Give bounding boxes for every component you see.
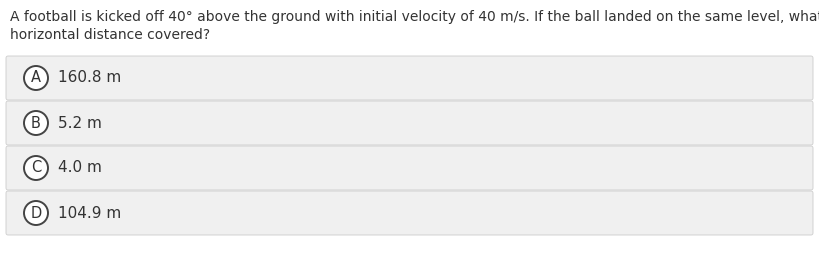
FancyBboxPatch shape <box>6 146 813 190</box>
FancyBboxPatch shape <box>6 101 813 145</box>
Circle shape <box>24 201 48 225</box>
Text: C: C <box>31 160 41 175</box>
Text: A: A <box>31 70 41 85</box>
Text: A football is kicked off 40° above the ground with initial velocity of 40 m/s. I: A football is kicked off 40° above the g… <box>10 10 819 24</box>
Text: horizontal distance covered?: horizontal distance covered? <box>10 28 210 42</box>
Circle shape <box>24 156 48 180</box>
Text: 5.2 m: 5.2 m <box>58 116 102 131</box>
Text: B: B <box>31 116 41 131</box>
FancyBboxPatch shape <box>6 191 813 235</box>
Text: 4.0 m: 4.0 m <box>58 160 102 175</box>
Circle shape <box>24 111 48 135</box>
Text: 104.9 m: 104.9 m <box>58 206 121 221</box>
FancyBboxPatch shape <box>6 56 813 100</box>
Text: 160.8 m: 160.8 m <box>58 70 121 85</box>
Circle shape <box>24 66 48 90</box>
Text: D: D <box>30 206 42 221</box>
